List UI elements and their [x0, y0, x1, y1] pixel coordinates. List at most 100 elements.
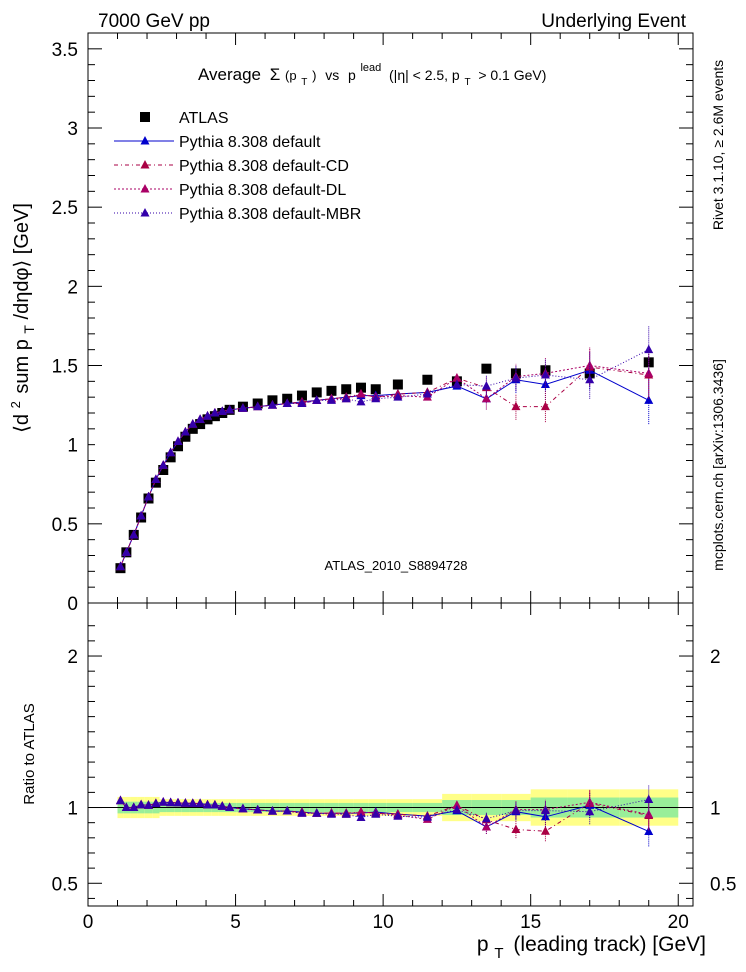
legend-marker-square — [140, 112, 150, 122]
y-tick-label: 0.5 — [52, 515, 78, 536]
mc-data-point — [166, 447, 176, 457]
analysis-category-label: Underlying Event — [541, 11, 686, 32]
title-pt-sub: T — [301, 77, 307, 88]
mc-ratio-point — [121, 802, 131, 812]
mcplots-source-label: mcplots.cern.ch [arXiv:1306.3436] — [710, 359, 726, 571]
mc-data-point — [253, 401, 263, 411]
legend-marker-triangle — [140, 184, 150, 193]
ratio-y-tick-label-right: 1 — [710, 799, 721, 820]
y-tick-label: 3 — [67, 119, 78, 140]
mc-data-point — [115, 561, 125, 571]
mc-ratio-point — [356, 806, 366, 816]
legend-label: ATLAS — [179, 110, 229, 127]
mc-data-point — [173, 436, 183, 445]
mc-ratio-point — [540, 805, 550, 815]
ratio-plot-frame — [87, 602, 694, 907]
x-tick-label: 0 — [83, 912, 94, 933]
mc-data-point — [540, 401, 550, 411]
mc-series-line — [120, 349, 649, 567]
legend-label: Pythia 8.308 default — [179, 134, 321, 151]
rivet-version-label: Rivet 3.1.10, ≥ 2.6M events — [710, 60, 726, 230]
mc-data-point — [326, 395, 336, 404]
mc-data-point — [144, 491, 153, 501]
y-tick-label: 1.5 — [52, 357, 78, 378]
legend-entry: Pythia 8.308 default-CD — [114, 158, 349, 175]
mc-ratio-point — [312, 808, 322, 817]
mc-data-point — [644, 395, 654, 404]
title-vs: vs — [325, 67, 339, 83]
mc-ratio-point — [511, 824, 521, 833]
atlas-data-point — [355, 382, 366, 393]
atlas-data-point — [481, 363, 492, 374]
mc-series-line — [120, 369, 649, 567]
legend-entry: ATLAS — [140, 110, 229, 127]
mc-data-point — [203, 411, 213, 420]
mc-ratio-point — [422, 812, 432, 821]
x-tick-label: 10 — [373, 912, 394, 933]
mc-ratio-point — [371, 809, 381, 818]
mc-ratio-point — [481, 813, 491, 823]
mc-ratio-line — [120, 800, 649, 832]
mc-ratio-point — [158, 797, 168, 806]
legend-entry: Pythia 8.308 default — [114, 134, 321, 151]
mc-ratio-point — [217, 801, 227, 810]
atlas-data-point — [311, 387, 322, 398]
atlas-data-point — [392, 379, 403, 390]
mc-ratio-point — [297, 808, 307, 817]
xlabel-tail: (leading track) [GeV] — [513, 933, 706, 956]
atlas-data-point — [173, 441, 184, 452]
mc-ratio-point — [282, 806, 292, 815]
title-close: ) — [312, 68, 316, 83]
mc-ratio-point — [115, 795, 125, 805]
mc-data-point — [511, 401, 521, 411]
ratio-y-tick-label: 0.5 — [52, 874, 78, 895]
mc-data-point — [267, 400, 277, 409]
mc-ratio-point — [180, 798, 190, 807]
mc-data-point — [158, 460, 168, 469]
x-tick-label: 20 — [668, 912, 689, 933]
title-pt-paren: (p — [285, 68, 297, 83]
xlabel-sub: T — [494, 945, 503, 962]
mc-data-point — [297, 398, 307, 407]
y-tick-label: 1 — [67, 436, 78, 457]
ratio-series-layer — [115, 784, 654, 847]
mc-data-point — [481, 381, 491, 390]
atlas-data-point — [296, 390, 307, 401]
ylabel-sum: sum p — [11, 339, 33, 393]
mc-ratio-point — [136, 799, 146, 809]
title-average: Average — [198, 65, 261, 84]
ylabel-open: ⟨d — [11, 414, 33, 433]
mc-data-point — [225, 404, 235, 414]
ylabel-sub: T — [21, 325, 37, 334]
mc-ratio-point — [166, 797, 176, 807]
mc-ratio-point — [393, 811, 403, 820]
mc-ratio-point — [481, 821, 491, 831]
x-tick-label: 5 — [230, 912, 241, 933]
title-cuts-tail: > 0.1 GeV) — [478, 67, 546, 83]
mc-ratio-point — [210, 799, 220, 809]
plot-title: Average Σ (p T ) vs p lead (|η| < 2.5, p… — [198, 56, 546, 89]
legend-label: Pythia 8.308 default-DL — [179, 182, 346, 199]
mc-data-point — [341, 393, 351, 403]
title-p: p — [348, 67, 356, 83]
mc-data-point — [282, 398, 292, 407]
mc-ratio-point — [341, 809, 351, 818]
mc-data-point — [210, 408, 220, 417]
atlas-data-point — [341, 384, 352, 395]
ratio-y-tick-label-right: 2 — [710, 647, 721, 668]
ratio-y-axis-label: Ratio to ATLAS — [21, 703, 38, 804]
atlas-data-point — [180, 431, 191, 442]
mc-ratio-point — [644, 794, 654, 804]
mc-ratio-point — [225, 802, 235, 812]
mc-data-point — [195, 414, 205, 423]
mc-ratio-point — [173, 797, 183, 807]
mc-data-point — [238, 403, 248, 412]
y-tick-label: 3.5 — [52, 40, 78, 61]
mc-data-point — [136, 510, 146, 520]
mc-ratio-point — [144, 800, 153, 809]
legend-label: Pythia 8.308 default-CD — [179, 158, 349, 175]
legend: ATLAS Pythia 8.308 default Pythia 8.308 de… — [114, 110, 361, 223]
mc-data-point — [393, 392, 403, 401]
